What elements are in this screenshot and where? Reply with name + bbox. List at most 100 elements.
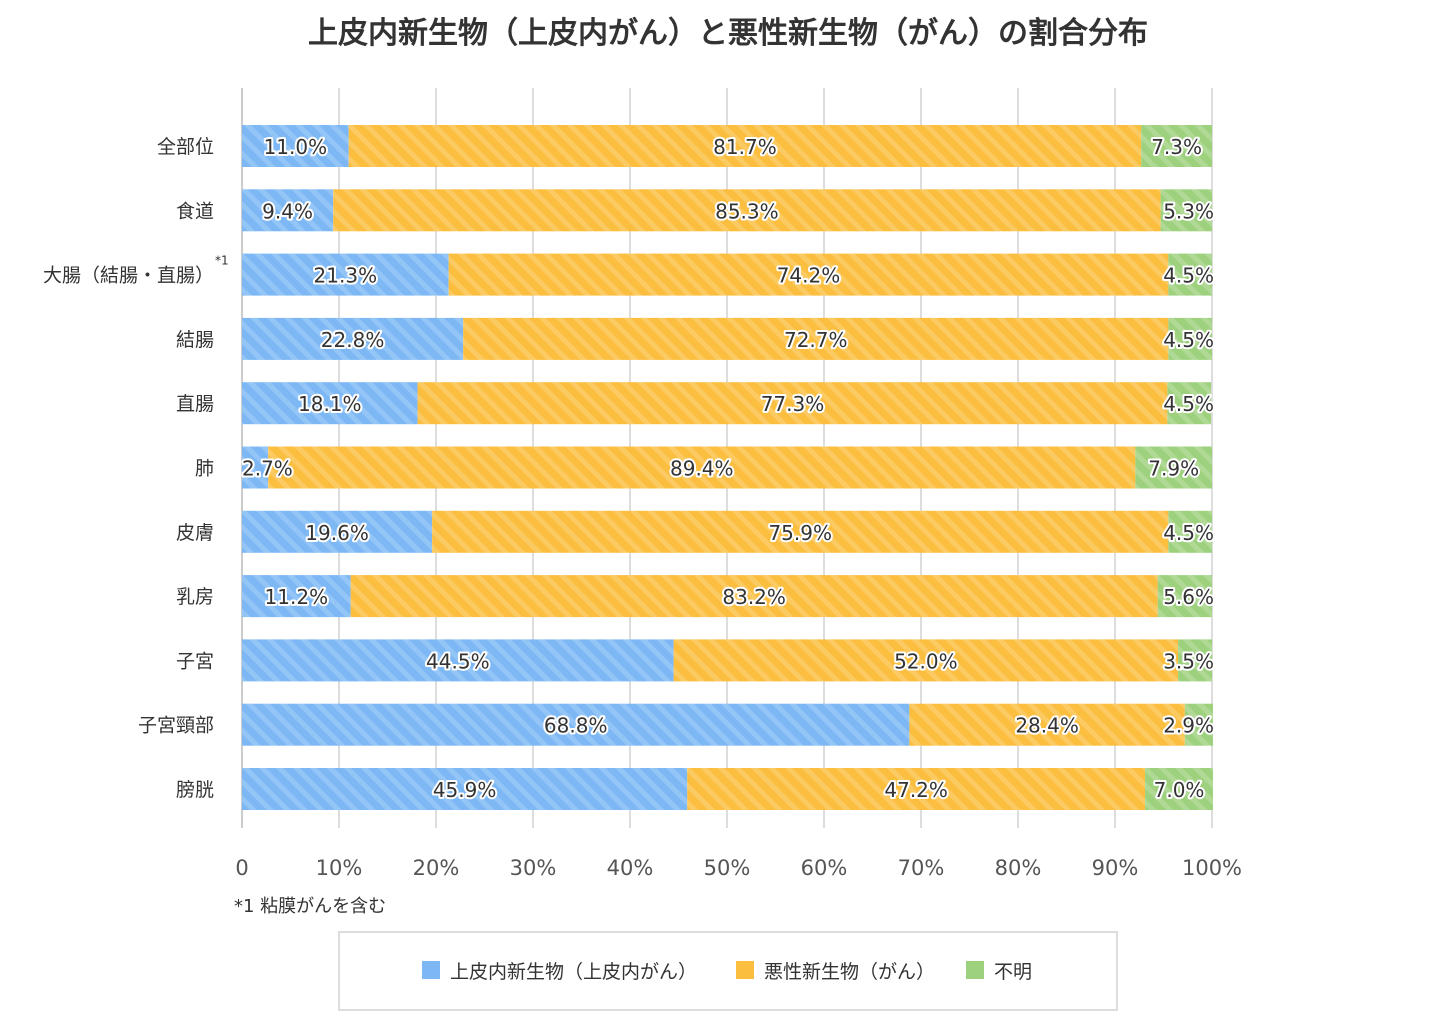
- x-tick-label: 70%: [898, 856, 945, 880]
- bar-segment-hatch: [1141, 125, 1212, 167]
- bar-segment-hatch: [1168, 510, 1212, 553]
- data-label: 3.5%: [1163, 649, 1214, 673]
- data-label: 44.5%: [426, 649, 490, 673]
- data-label: 11.2%: [265, 585, 329, 609]
- bar-segment-hatch: [242, 382, 418, 425]
- x-tick-label: 10%: [316, 856, 363, 880]
- data-label: 7.0%: [1154, 778, 1205, 802]
- category-label: 皮膚: [176, 522, 214, 544]
- data-label: 72.7%: [784, 328, 848, 352]
- x-tick-label: 30%: [510, 856, 557, 880]
- category-label: 膀胱: [176, 779, 214, 801]
- data-label: 18.1%: [298, 392, 362, 416]
- bar-segment-hatch: [673, 639, 1179, 682]
- data-label: 75.9%: [768, 521, 832, 545]
- bar-segment-hatch: [1145, 768, 1213, 810]
- bar-segment-hatch: [242, 125, 349, 167]
- legend-label: 悪性新生物（がん）: [764, 961, 935, 983]
- x-tick-label: 40%: [607, 856, 654, 880]
- bar-segment-hatch: [1157, 575, 1212, 618]
- legend-label: 不明: [994, 961, 1032, 983]
- data-label: 9.4%: [262, 199, 313, 223]
- bar-segment-hatch: [463, 317, 1169, 360]
- x-tick-label: 50%: [704, 856, 751, 880]
- data-label: 7.9%: [1148, 457, 1199, 481]
- data-label: 45.9%: [433, 778, 497, 802]
- chart-title: 上皮内新生物（上皮内がん）と悪性新生物（がん）の割合分布: [308, 16, 1148, 51]
- bar-segment-hatch: [268, 446, 1136, 489]
- bar-segment-hatch: [348, 125, 1142, 167]
- bar-segment-hatch: [687, 768, 1146, 810]
- x-tick-label: 20%: [413, 856, 460, 880]
- category-label: 大腸（結腸・直腸）: [43, 265, 214, 287]
- data-label: 2.9%: [1163, 714, 1214, 738]
- x-tick-label: 80%: [995, 856, 1042, 880]
- legend-swatch: [736, 961, 754, 979]
- legend-box: [338, 931, 1118, 1011]
- category-label: 結腸: [176, 329, 214, 351]
- x-tick-label: 100%: [1182, 856, 1242, 880]
- bar-segment-hatch: [242, 446, 269, 489]
- bar-segment-hatch: [242, 253, 449, 296]
- data-label: 2.7%: [242, 457, 293, 481]
- bar-segment-hatch: [1135, 446, 1212, 489]
- x-tick-label: 90%: [1092, 856, 1139, 880]
- category-label: 全部位: [157, 136, 214, 158]
- data-label: 74.2%: [777, 264, 841, 288]
- bar-segment-hatch: [242, 639, 674, 682]
- bar-segment-hatch: [242, 189, 334, 232]
- bar-segment-hatch: [1168, 317, 1212, 360]
- data-label: 4.5%: [1163, 264, 1214, 288]
- data-label: 22.8%: [321, 328, 385, 352]
- data-label: 4.5%: [1163, 328, 1214, 352]
- data-label: 21.3%: [314, 264, 378, 288]
- data-label: 4.5%: [1163, 392, 1214, 416]
- bar-segment-hatch: [432, 510, 1169, 553]
- bar-segment-hatch: [1178, 639, 1212, 682]
- bar-segment-hatch: [417, 382, 1168, 425]
- data-label: 89.4%: [670, 457, 734, 481]
- data-label: 5.6%: [1163, 585, 1214, 609]
- category-label: 子宮頸部: [138, 715, 214, 737]
- data-label: 11.0%: [264, 135, 328, 159]
- bars: [242, 125, 1213, 810]
- data-label: 83.2%: [722, 585, 786, 609]
- data-label: 4.5%: [1163, 521, 1214, 545]
- legend: 上皮内新生物（上皮内がん） 悪性新生物（がん） 不明: [422, 961, 1032, 983]
- legend-swatch: [966, 961, 984, 979]
- bar-segment-hatch: [350, 575, 1158, 618]
- category-label: 乳房: [176, 586, 214, 608]
- bar-segment-hatch: [242, 317, 464, 360]
- data-label: 52.0%: [894, 649, 958, 673]
- category-footnote-marker: *1: [215, 254, 229, 268]
- bar-segment-hatch: [242, 703, 910, 746]
- bar-segment-hatch: [909, 703, 1185, 746]
- x-axis-ticks: 0 10% 20% 30% 40% 50% 60% 70% 80% 90% 100%: [235, 856, 1242, 880]
- bar-segment-hatch: [1184, 703, 1213, 746]
- data-label: 5.3%: [1163, 199, 1214, 223]
- bar-segment-hatch: [242, 768, 688, 810]
- category-label: 食道: [176, 200, 214, 222]
- data-label: 7.3%: [1151, 135, 1202, 159]
- bar-segment-hatch: [333, 189, 1161, 232]
- data-label: 19.6%: [305, 521, 369, 545]
- x-tick-label: 60%: [801, 856, 848, 880]
- bar-segment-hatch: [242, 510, 433, 553]
- data-label: 81.7%: [713, 135, 777, 159]
- data-label: 47.2%: [884, 778, 948, 802]
- bar-segment-hatch: [242, 575, 351, 618]
- data-label: 85.3%: [715, 199, 779, 223]
- x-tick-label: 0: [235, 856, 248, 880]
- data-label: 28.4%: [1015, 714, 1079, 738]
- bar-segment-hatch: [1167, 382, 1212, 425]
- category-label: 子宮: [176, 650, 214, 672]
- category-label: 直腸: [176, 393, 214, 415]
- data-labels: 11.0% 81.7% 7.3% 9.4% 85.3% 5.3% 21.3% 74.2% 4.5…: [240, 133, 1216, 804]
- data-label: 68.8%: [544, 714, 608, 738]
- bar-segment-hatch: [1168, 253, 1212, 296]
- bar-segment-hatch: [1160, 189, 1212, 232]
- category-label: 肺: [195, 458, 214, 480]
- legend-label: 上皮内新生物（上皮内がん）: [450, 961, 697, 983]
